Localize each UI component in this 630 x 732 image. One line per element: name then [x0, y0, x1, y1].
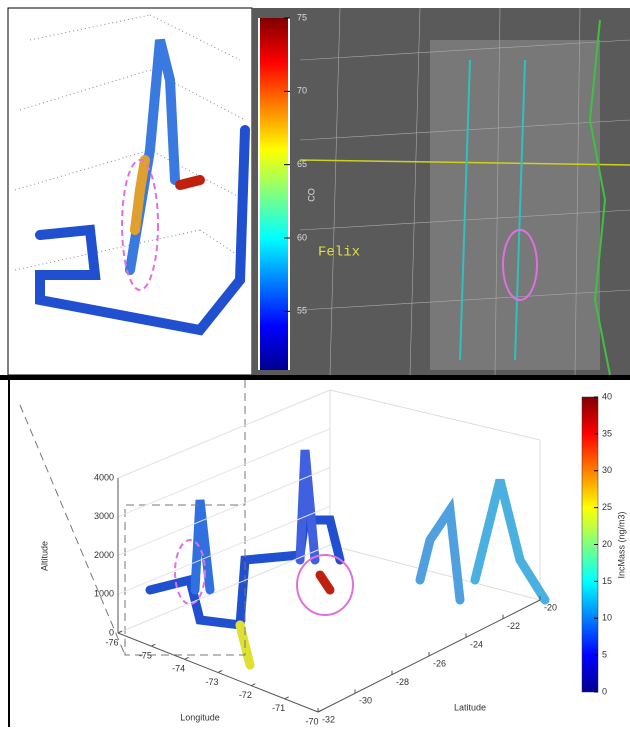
colorbar-tick-label: 65 [297, 159, 307, 169]
x-tick-label: -74 [172, 664, 185, 674]
colorbar-tick-label: 55 [297, 306, 307, 316]
y-tick-label: -26 [433, 658, 446, 668]
coastline [588, 19, 611, 376]
highlight [502, 229, 538, 301]
flight-track-top [35, 38, 250, 336]
colorbar-tick-label: 40 [602, 391, 612, 401]
x-tick-label: -71 [272, 703, 285, 713]
flight-track-bottom [145, 449, 550, 670]
y-tick-label: -20 [544, 602, 557, 612]
tick-mark [251, 683, 256, 687]
highlight [121, 159, 159, 291]
z-tick-label: 4000 [94, 472, 114, 482]
z-tick-label: 2000 [94, 550, 114, 560]
y-tick-label: -24 [470, 640, 483, 650]
x-tick-label: -70 [305, 716, 318, 726]
axis [317, 599, 541, 713]
colorbar-tick-label: 5 [602, 650, 607, 660]
axis-label: Longitude [180, 712, 220, 722]
colorbar [260, 18, 288, 370]
y-tick-label: -28 [396, 677, 409, 687]
highlight [296, 554, 354, 616]
axis [117, 632, 319, 713]
cloud-area [430, 40, 600, 370]
y-tick-label: -30 [359, 696, 372, 706]
tick-mark [284, 696, 289, 700]
boundary [299, 159, 630, 166]
z-tick-label: 3000 [94, 511, 114, 521]
z-tick-label: 0 [109, 627, 114, 637]
place-label: Felix [318, 245, 360, 261]
colorbar-tick-label: 15 [602, 576, 612, 586]
tick-mark [217, 670, 223, 673]
grid-line [117, 389, 331, 479]
axis-label: Altitude [39, 541, 49, 571]
x-tick-label: -75 [139, 651, 152, 661]
grid-line [117, 467, 331, 556]
tick-mark [184, 656, 189, 660]
grid-3d [14, 14, 246, 271]
colorbar-tick-label: 0 [602, 686, 607, 696]
colorbar-tick-label: 20 [602, 539, 612, 549]
tick-mark [117, 630, 123, 634]
x-tick-label: -72 [239, 690, 252, 700]
colorbar-tick-label: 35 [602, 428, 612, 438]
colorbar-label: CO [306, 188, 316, 202]
left-edge [8, 380, 10, 727]
x-tick-label: -73 [205, 677, 218, 687]
colorbar-tick-label: 25 [602, 502, 612, 512]
axis-label: Latitude [454, 702, 486, 712]
colorbar-tick-label: 60 [297, 232, 307, 242]
divider [0, 375, 630, 380]
highlight [174, 539, 206, 605]
zoom-box [19, 380, 246, 656]
colorbar-label: IncMass (ng/m3) [616, 511, 626, 578]
tick-mark [151, 643, 156, 647]
colorbar-tick-label: 75 [297, 12, 307, 22]
colorbar-tick-label: 70 [297, 86, 307, 96]
z-tick-label: 1000 [94, 589, 114, 599]
x-tick-label: -76 [105, 637, 118, 647]
grid-line [117, 428, 331, 518]
grid-line [117, 544, 331, 634]
colorbar-tick-label: 10 [602, 613, 612, 623]
y-tick-label: -32 [322, 714, 335, 724]
colorbar-tick-label: 30 [602, 465, 612, 475]
grid-line [117, 505, 331, 595]
flight-lines [459, 59, 526, 361]
y-tick-label: -22 [507, 621, 520, 631]
